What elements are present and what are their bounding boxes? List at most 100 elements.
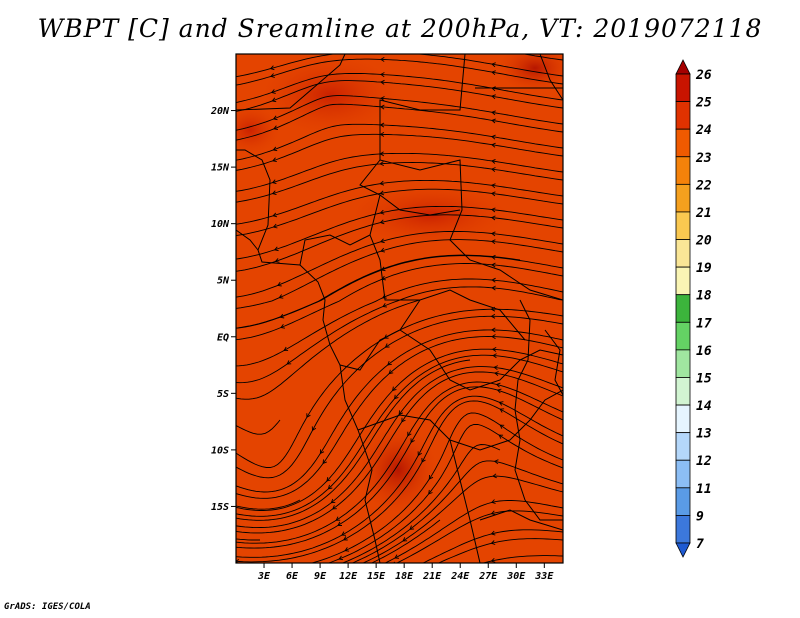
streamline: [395, 510, 563, 563]
grads-credit: GrADS: IGES/COLA: [4, 602, 91, 612]
streamline-arrow: [491, 118, 496, 124]
streamline-arrow: [327, 484, 333, 490]
streamline: [236, 254, 521, 329]
streamline-arrow: [379, 122, 385, 128]
colorbar-label: 11: [696, 482, 712, 497]
streamline-arrow: [326, 476, 331, 482]
streamline-arrow: [272, 115, 278, 121]
streamline-arrow: [379, 209, 385, 215]
colorbar-swatch: [675, 266, 691, 296]
streamline-arrow: [272, 223, 278, 229]
streamline-arrow: [271, 190, 277, 196]
lat-tick-label: 5S: [217, 389, 229, 400]
streamline-arrow: [344, 547, 350, 552]
colorbar-label: 25: [695, 96, 712, 111]
streamline-arrow: [490, 540, 496, 545]
colorbar-swatch: [675, 239, 691, 268]
streamline: [236, 205, 563, 260]
colorbar-bottom-arrow: [675, 542, 691, 558]
streamline-arrow: [382, 303, 387, 308]
lon-tick-label: 6E: [286, 571, 299, 582]
lon-tick-label: 30E: [506, 571, 526, 582]
colorbar-top-arrow: [675, 59, 691, 75]
streamline-arrow: [491, 70, 496, 76]
streamline-arrow: [273, 125, 278, 130]
streamline: [236, 123, 563, 161]
colorbar: 26 25 24 23 22 21 20 19 18 17 16 15 14 13 12 11 9 7: [675, 59, 712, 558]
lon-tick-label: 33E: [534, 571, 554, 582]
streamline-arrow: [428, 474, 434, 480]
streamline-arrow: [387, 360, 392, 366]
colorbar-swatch: [675, 73, 691, 102]
streamline-arrow: [490, 557, 496, 563]
colorbar-label: 26: [695, 68, 712, 83]
wbpt-max-northeast: [497, 54, 563, 92]
streamline-arrow: [490, 183, 496, 189]
colorbar-label: 7: [696, 537, 704, 552]
streamline: [236, 299, 421, 400]
streamline-arrow: [341, 531, 346, 536]
lon-tick-label: 27E: [478, 571, 498, 582]
colorbar-label: 24: [695, 123, 712, 138]
streamline-arrow: [269, 65, 275, 71]
colorbar-label: 21: [695, 206, 712, 221]
streamline: [236, 419, 281, 435]
wbpt-max-south: [358, 425, 438, 515]
lat-tick-label: 20N: [210, 106, 230, 117]
streamlines: [236, 54, 563, 563]
lon-tick-label: 24E: [450, 571, 470, 582]
streamline-arrow: [499, 408, 505, 413]
colorbar-swatch: [675, 101, 691, 130]
colorbar-label: 22: [695, 178, 712, 193]
colorbar-swatch: [675, 294, 691, 323]
streamline-arrow: [490, 215, 496, 221]
streamline: [236, 400, 563, 563]
streamline-arrow: [490, 207, 496, 213]
streamline-arrow: [394, 554, 400, 559]
streamline: [236, 366, 563, 529]
streamline-arrow: [495, 382, 501, 388]
country-borders: [236, 54, 563, 563]
colorbar-label: 18: [696, 289, 712, 304]
streamline-arrow: [380, 79, 385, 85]
streamline-arrow: [498, 401, 504, 406]
streamline: [236, 72, 563, 103]
streamline: [236, 231, 563, 298]
streamline-arrow: [498, 434, 504, 439]
colorbar-label: 9: [696, 509, 704, 524]
lon-tick-label: 9E: [314, 571, 327, 582]
lat-tick-label: 10N: [211, 219, 230, 230]
streamline-arrow: [392, 386, 397, 392]
streamline: [236, 80, 563, 112]
streamline: [236, 499, 301, 510]
colorbar-swatch: [675, 211, 691, 240]
streamline-arrow: [271, 179, 277, 185]
streamline: [341, 444, 501, 563]
streamline-arrow: [491, 142, 496, 148]
streamline: [236, 395, 563, 558]
streamline-arrow: [493, 365, 498, 371]
streamline-arrow: [499, 424, 505, 429]
streamline-arrow: [491, 285, 496, 291]
colorbar-label: 14: [696, 399, 712, 414]
colorbar-label: 12: [696, 454, 712, 469]
colorbar-label: 20: [695, 234, 712, 249]
colorbar-swatch: [675, 156, 691, 185]
streamline: [236, 188, 563, 237]
streamline-arrow: [380, 72, 385, 78]
colorbar-label: 19: [696, 261, 712, 276]
streamline-arrow: [491, 334, 496, 340]
streamline: [236, 239, 563, 309]
streamline-arrow: [379, 238, 385, 244]
streamline: [236, 386, 563, 549]
streamline-arrow: [491, 277, 496, 283]
streamline-arrow: [492, 353, 497, 359]
streamline-arrow: [493, 459, 499, 465]
streamline-arrow: [380, 247, 386, 253]
streamline: [236, 348, 563, 511]
colorbar-swatch: [675, 183, 691, 213]
lon-tick-label: 18E: [395, 571, 414, 582]
streamline-arrow: [274, 258, 280, 263]
streamline-arrow: [380, 96, 385, 101]
